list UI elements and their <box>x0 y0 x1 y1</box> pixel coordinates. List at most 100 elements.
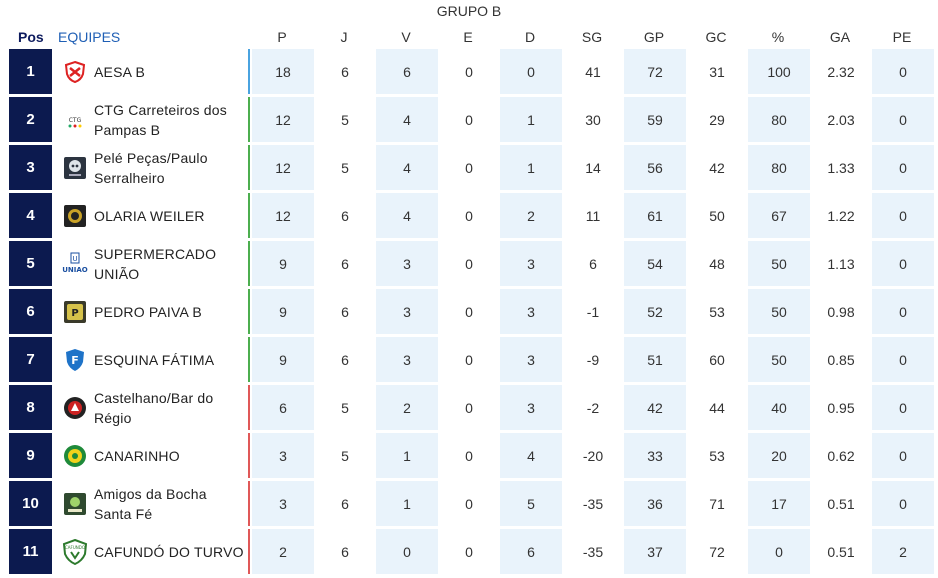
table-row: 5 U UNIAO SUPERMERCADO UNIÃO 9 6 3 0 3 6 54 48 50 1.1… <box>0 241 938 286</box>
stat-j: 5 <box>341 399 349 416</box>
team-name[interactable]: Pelé Peças/Paulo Serralheiro <box>94 149 208 186</box>
stat-e: 0 <box>465 159 473 176</box>
stat-e: 0 <box>465 495 473 512</box>
team-name[interactable]: CANARINHO <box>94 447 180 464</box>
stat-gp: 36 <box>624 481 686 526</box>
table-row: 11 CAFUNDO CAFUNDÓ DO TURVO 2 6 0 0 6 -35 37 72 0 0.… <box>0 529 938 574</box>
stat-gc: 50 <box>709 207 725 224</box>
stat-p: 6 <box>252 385 314 430</box>
stat-ga: 0.51 <box>827 543 855 560</box>
stat-pe: 0 <box>872 193 934 238</box>
table-row: 4 OLARIA WEILER 12 6 4 0 2 11 61 50 67 1.22 0 <box>0 193 938 238</box>
stat-gp: 72 <box>624 49 686 94</box>
svg-text:UNIAO: UNIAO <box>62 266 88 274</box>
stat-j: 6 <box>341 495 349 512</box>
team-cell[interactable]: CAFUNDO CAFUNDÓ DO TURVO <box>58 529 250 574</box>
stat-sg: 30 <box>585 111 601 128</box>
team-cell[interactable]: U UNIAO SUPERMERCADO UNIÃO <box>58 241 250 286</box>
stat-j: 6 <box>341 255 349 272</box>
stat-v: 3 <box>376 241 438 286</box>
team-cell[interactable]: Amigos da Bocha Santa Fé <box>58 481 250 526</box>
team-name[interactable]: ESQUINA FÁTIMA <box>94 351 215 368</box>
stat-ga: 1.33 <box>827 159 855 176</box>
pp-logo-icon: P <box>62 299 88 325</box>
team-cell[interactable]: CANARINHO <box>58 433 250 478</box>
stat-pe: 0 <box>872 289 934 334</box>
team-name[interactable]: SUPERMERCADO UNIÃO <box>94 245 217 282</box>
header-gp: GP <box>643 29 665 45</box>
header-d: D <box>524 29 536 45</box>
team-cell[interactable]: P PEDRO PAIVA B <box>58 289 250 334</box>
uniao-logo-icon: U UNIAO <box>62 251 88 277</box>
stat-ga: 0.51 <box>827 495 855 512</box>
stat-e: 0 <box>465 111 473 128</box>
stat-j: 6 <box>341 63 349 80</box>
stat-v: 4 <box>376 193 438 238</box>
header-j: J <box>340 29 348 45</box>
stat-pe: 0 <box>872 241 934 286</box>
group-title: GRUPO B <box>436 3 502 19</box>
stat-v: 3 <box>376 289 438 334</box>
table-header: Pos EQUIPES P J V E D SG GP GC % GA PE <box>0 26 938 48</box>
stat-p: 12 <box>252 145 314 190</box>
table-row: 10 Amigos da Bocha Santa Fé 3 6 1 0 5 -35 36 71 17… <box>0 481 938 526</box>
team-name[interactable]: Castelhano/Bar do Régio <box>94 389 214 426</box>
team-cell[interactable]: Castelhano/Bar do Régio <box>58 385 250 430</box>
stat-gc: 44 <box>709 399 725 416</box>
stat-ga: 0.85 <box>827 351 855 368</box>
stat-p: 3 <box>252 481 314 526</box>
canarinho-logo-icon <box>62 443 88 469</box>
cafundo-logo-icon: CAFUNDO <box>62 538 88 565</box>
stat-gp: 52 <box>624 289 686 334</box>
stat-pe: 0 <box>872 145 934 190</box>
team-name[interactable]: AESA B <box>94 63 146 80</box>
stat-p: 12 <box>252 193 314 238</box>
position-number: 5 <box>9 241 52 286</box>
team-cell[interactable]: AESA B <box>58 49 250 94</box>
team-name[interactable]: CTG Carreteiros dos Pampas B <box>94 101 227 138</box>
shield-red-icon <box>62 59 88 85</box>
team-name[interactable]: CAFUNDÓ DO TURVO <box>94 543 244 560</box>
bocha-logo-icon <box>62 491 88 517</box>
stat-sg: -20 <box>582 447 604 464</box>
stat-d: 0 <box>500 49 562 94</box>
svg-text:CAFUNDO: CAFUNDO <box>65 545 85 550</box>
stat-p: 18 <box>252 49 314 94</box>
stat-j: 5 <box>341 159 349 176</box>
team-cell[interactable]: CTG CTG Carreteiros dos Pampas B <box>58 97 250 142</box>
stat-d: 6 <box>500 529 562 574</box>
stat-d: 5 <box>500 481 562 526</box>
stat-pe: 0 <box>872 433 934 478</box>
position-number: 9 <box>9 433 52 478</box>
team-cell[interactable]: Pelé Peças/Paulo Serralheiro <box>58 145 250 190</box>
stat-percent: 67 <box>748 193 810 238</box>
team-name[interactable]: Amigos da Bocha Santa Fé <box>94 485 207 522</box>
ctg-logo-icon: CTG <box>62 107 88 133</box>
stat-gc: 42 <box>709 159 725 176</box>
stat-v: 6 <box>376 49 438 94</box>
stat-sg: -35 <box>582 543 604 560</box>
stat-gc: 60 <box>709 351 725 368</box>
stat-gc: 72 <box>709 543 725 560</box>
stat-v: 1 <box>376 433 438 478</box>
stat-percent: 17 <box>748 481 810 526</box>
stat-sg: -35 <box>582 495 604 512</box>
team-cell[interactable]: F ESQUINA FÁTIMA <box>58 337 250 382</box>
stat-percent: 40 <box>748 385 810 430</box>
team-cell[interactable]: OLARIA WEILER <box>58 193 250 238</box>
f-shield-icon: F <box>62 347 88 373</box>
header-team: EQUIPES <box>58 29 121 45</box>
stat-e: 0 <box>465 63 473 80</box>
stat-j: 5 <box>341 447 349 464</box>
stat-v: 2 <box>376 385 438 430</box>
stat-gp: 61 <box>624 193 686 238</box>
table-row: 3 Pelé Peças/Paulo Serralheiro 12 5 4 0 1 14 56 4… <box>0 145 938 190</box>
svg-text:CTG: CTG <box>69 117 82 124</box>
header-pe: PE <box>892 29 912 45</box>
team-name[interactable]: PEDRO PAIVA B <box>94 303 202 320</box>
stat-p: 9 <box>252 289 314 334</box>
stat-pe: 0 <box>872 49 934 94</box>
svg-text:P: P <box>71 308 78 319</box>
team-name[interactable]: OLARIA WEILER <box>94 207 205 224</box>
stat-gc: 48 <box>709 255 725 272</box>
